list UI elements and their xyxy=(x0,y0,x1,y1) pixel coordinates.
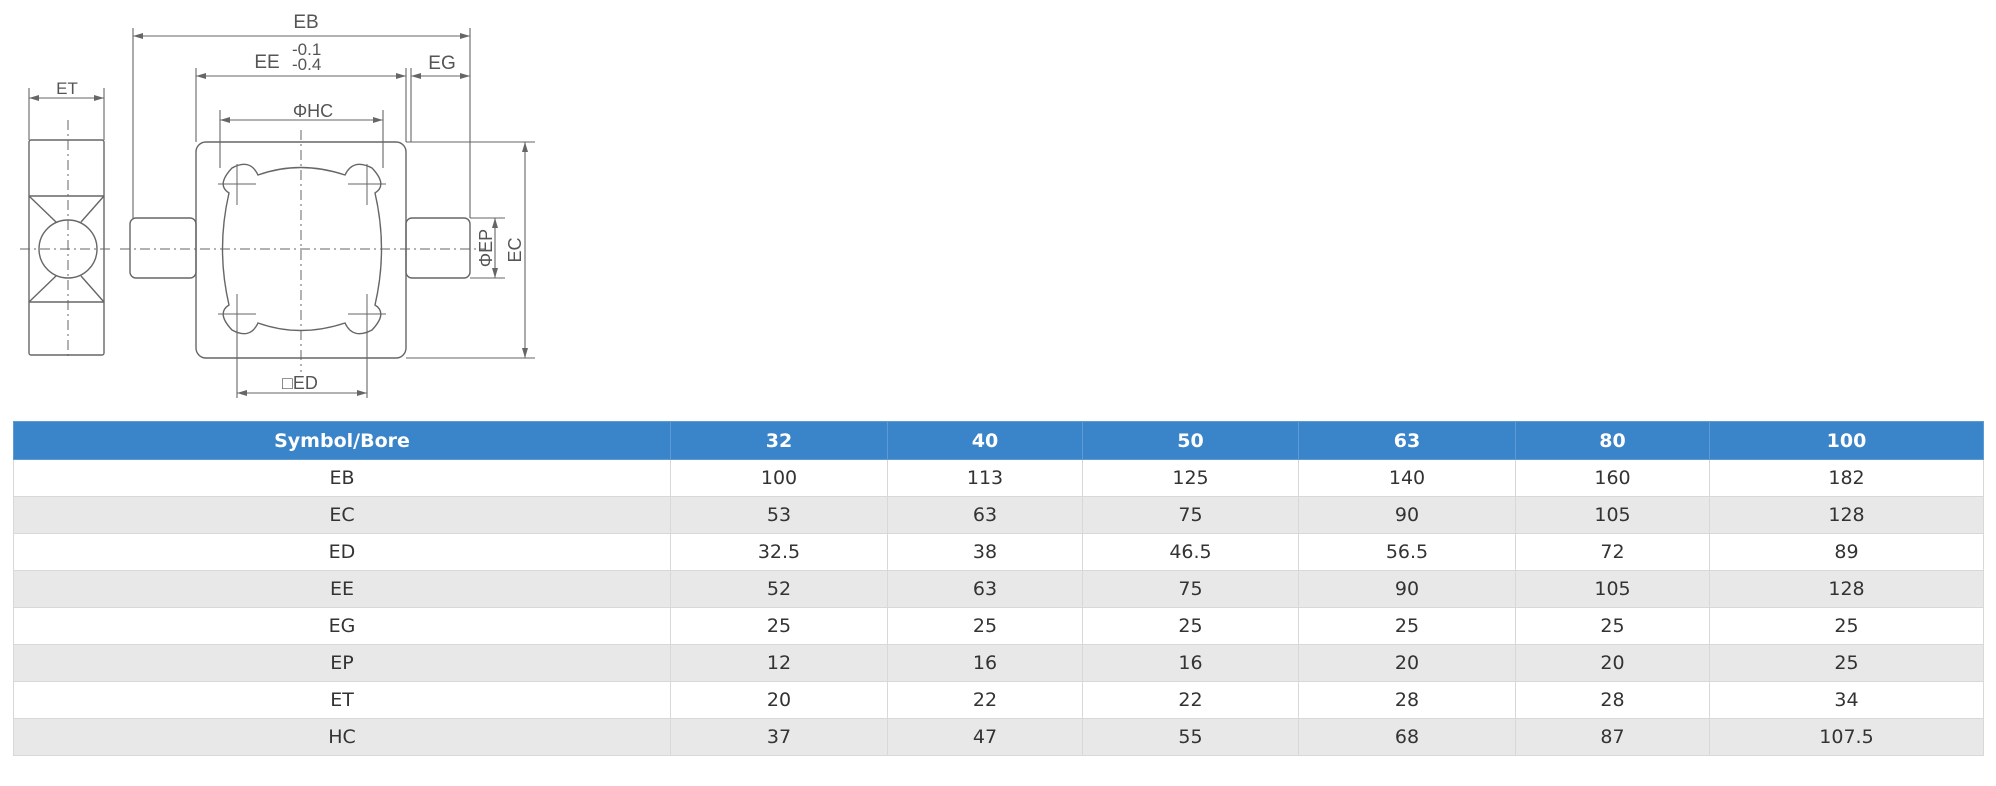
table-cell: 46.5 xyxy=(1082,533,1299,571)
label-et: ET xyxy=(56,79,78,98)
table-cell: 47 xyxy=(887,718,1083,756)
dimension-lines xyxy=(28,28,535,398)
table-cell: 25 xyxy=(1298,607,1516,645)
table-row: ED 32.5 38 46.5 56.5 72 89 xyxy=(13,533,1984,571)
table-cell: 25 xyxy=(887,607,1083,645)
table-cell: 16 xyxy=(887,644,1083,682)
label-ee: EE xyxy=(254,52,279,73)
table-header-row: Symbol/Bore 32 40 50 63 80 100 xyxy=(13,421,1984,460)
table-cell: 12 xyxy=(670,644,888,682)
table-cell: EG xyxy=(13,607,671,645)
table-cell: 105 xyxy=(1515,570,1710,608)
table-cell: 38 xyxy=(887,533,1083,571)
label-ed: □ED xyxy=(282,373,318,393)
label-ee-tol-lower: -0.4 xyxy=(292,55,321,74)
table-cell: 25 xyxy=(1709,644,1984,682)
table-cell: 16 xyxy=(1082,644,1299,682)
table-cell: 72 xyxy=(1515,533,1710,571)
table-cell: 89 xyxy=(1709,533,1984,571)
table-row: ET 20 22 22 28 28 34 xyxy=(13,681,1984,719)
table-cell: 32.5 xyxy=(670,533,888,571)
header-cell: 80 xyxy=(1515,421,1710,460)
table-cell: 63 xyxy=(887,496,1083,534)
table-cell: 20 xyxy=(1515,644,1710,682)
table-cell: 125 xyxy=(1082,459,1299,497)
table-cell: 100 xyxy=(670,459,888,497)
table-row: HC 37 47 55 68 87 107.5 xyxy=(13,718,1984,756)
header-cell: 40 xyxy=(887,421,1083,460)
table-cell: 90 xyxy=(1298,496,1516,534)
technical-drawing: EB EE -0.1 -0.4 EG ET ΦHC □ED ΦEP EC xyxy=(0,0,560,410)
label-ec: EC xyxy=(505,237,525,262)
table-row: EC 53 63 75 90 105 128 xyxy=(13,496,1984,534)
header-cell: 100 xyxy=(1709,421,1984,460)
label-eb: EB xyxy=(293,12,318,33)
table-cell: 22 xyxy=(887,681,1083,719)
table-cell: HC xyxy=(13,718,671,756)
table-cell: 25 xyxy=(670,607,888,645)
table-cell: 75 xyxy=(1082,496,1299,534)
table-cell: 140 xyxy=(1298,459,1516,497)
table-cell: EP xyxy=(13,644,671,682)
side-view xyxy=(20,120,112,360)
table-cell: 25 xyxy=(1082,607,1299,645)
table-cell: 20 xyxy=(670,681,888,719)
label-eg: EG xyxy=(428,53,455,74)
table-cell: 87 xyxy=(1515,718,1710,756)
table-cell: 128 xyxy=(1709,496,1984,534)
table-row: EB 100 113 125 140 160 182 xyxy=(13,459,1984,497)
label-ep: ΦEP xyxy=(476,229,496,267)
table-cell: 75 xyxy=(1082,570,1299,608)
label-hc: ΦHC xyxy=(293,101,333,121)
table-cell: 25 xyxy=(1515,607,1710,645)
table-cell: 22 xyxy=(1082,681,1299,719)
table-row: EE 52 63 75 90 105 128 xyxy=(13,570,1984,608)
table-cell: 25 xyxy=(1709,607,1984,645)
table-cell: 53 xyxy=(670,496,888,534)
table-cell: 28 xyxy=(1515,681,1710,719)
table-cell: 63 xyxy=(887,570,1083,608)
table-cell: ED xyxy=(13,533,671,571)
table-cell: 55 xyxy=(1082,718,1299,756)
table-cell: 90 xyxy=(1298,570,1516,608)
dimension-table: Symbol/Bore 32 40 50 63 80 100 EB 100 11… xyxy=(13,421,1984,756)
table-cell: 52 xyxy=(670,570,888,608)
table-cell: EC xyxy=(13,496,671,534)
front-view xyxy=(120,130,485,372)
table-cell: 160 xyxy=(1515,459,1710,497)
table-cell: EB xyxy=(13,459,671,497)
table-cell: 34 xyxy=(1709,681,1984,719)
table-cell: ET xyxy=(13,681,671,719)
table-cell: 56.5 xyxy=(1298,533,1516,571)
table-cell: 20 xyxy=(1298,644,1516,682)
table-cell: 68 xyxy=(1298,718,1516,756)
table-row: EG 25 25 25 25 25 25 xyxy=(13,607,1984,645)
label-ee-tol-upper: -0.1 xyxy=(292,40,321,59)
table-cell: 105 xyxy=(1515,496,1710,534)
table-cell: 128 xyxy=(1709,570,1984,608)
header-cell: Symbol/Bore xyxy=(13,421,671,460)
header-cell: 63 xyxy=(1298,421,1516,460)
header-cell: 32 xyxy=(670,421,888,460)
table-cell: 113 xyxy=(887,459,1083,497)
table-row: EP 12 16 16 20 20 25 xyxy=(13,644,1984,682)
table-cell: 107.5 xyxy=(1709,718,1984,756)
table-cell: EE xyxy=(13,570,671,608)
table-cell: 182 xyxy=(1709,459,1984,497)
table-cell: 28 xyxy=(1298,681,1516,719)
header-cell: 50 xyxy=(1082,421,1299,460)
table-cell: 37 xyxy=(670,718,888,756)
